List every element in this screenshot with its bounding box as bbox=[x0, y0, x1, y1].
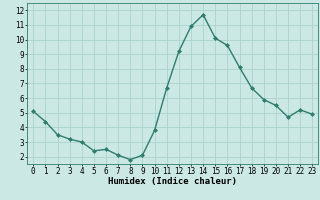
X-axis label: Humidex (Indice chaleur): Humidex (Indice chaleur) bbox=[108, 177, 237, 186]
